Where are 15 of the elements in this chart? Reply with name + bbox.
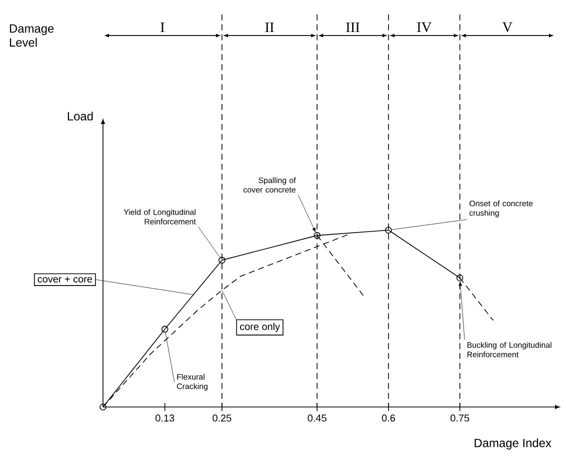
x-tick-label: 0.75 <box>450 414 470 422</box>
text: III <box>346 22 360 32</box>
text: II <box>265 22 274 32</box>
text: Load <box>68 112 93 120</box>
x-tick-label: 0.13 <box>156 414 174 422</box>
x-tick-label: 0.25 <box>212 414 232 422</box>
x-axis-title: Damage Index <box>474 438 552 450</box>
text: I <box>160 22 164 32</box>
text: cover + core <box>38 276 92 283</box>
x-tick-label: 0.45 <box>308 414 326 422</box>
text: Damage Level <box>10 24 54 47</box>
text: V <box>502 22 512 32</box>
x-tick-label: 0.6 <box>382 414 395 422</box>
text: core only <box>240 322 280 332</box>
text: IV <box>417 22 432 32</box>
